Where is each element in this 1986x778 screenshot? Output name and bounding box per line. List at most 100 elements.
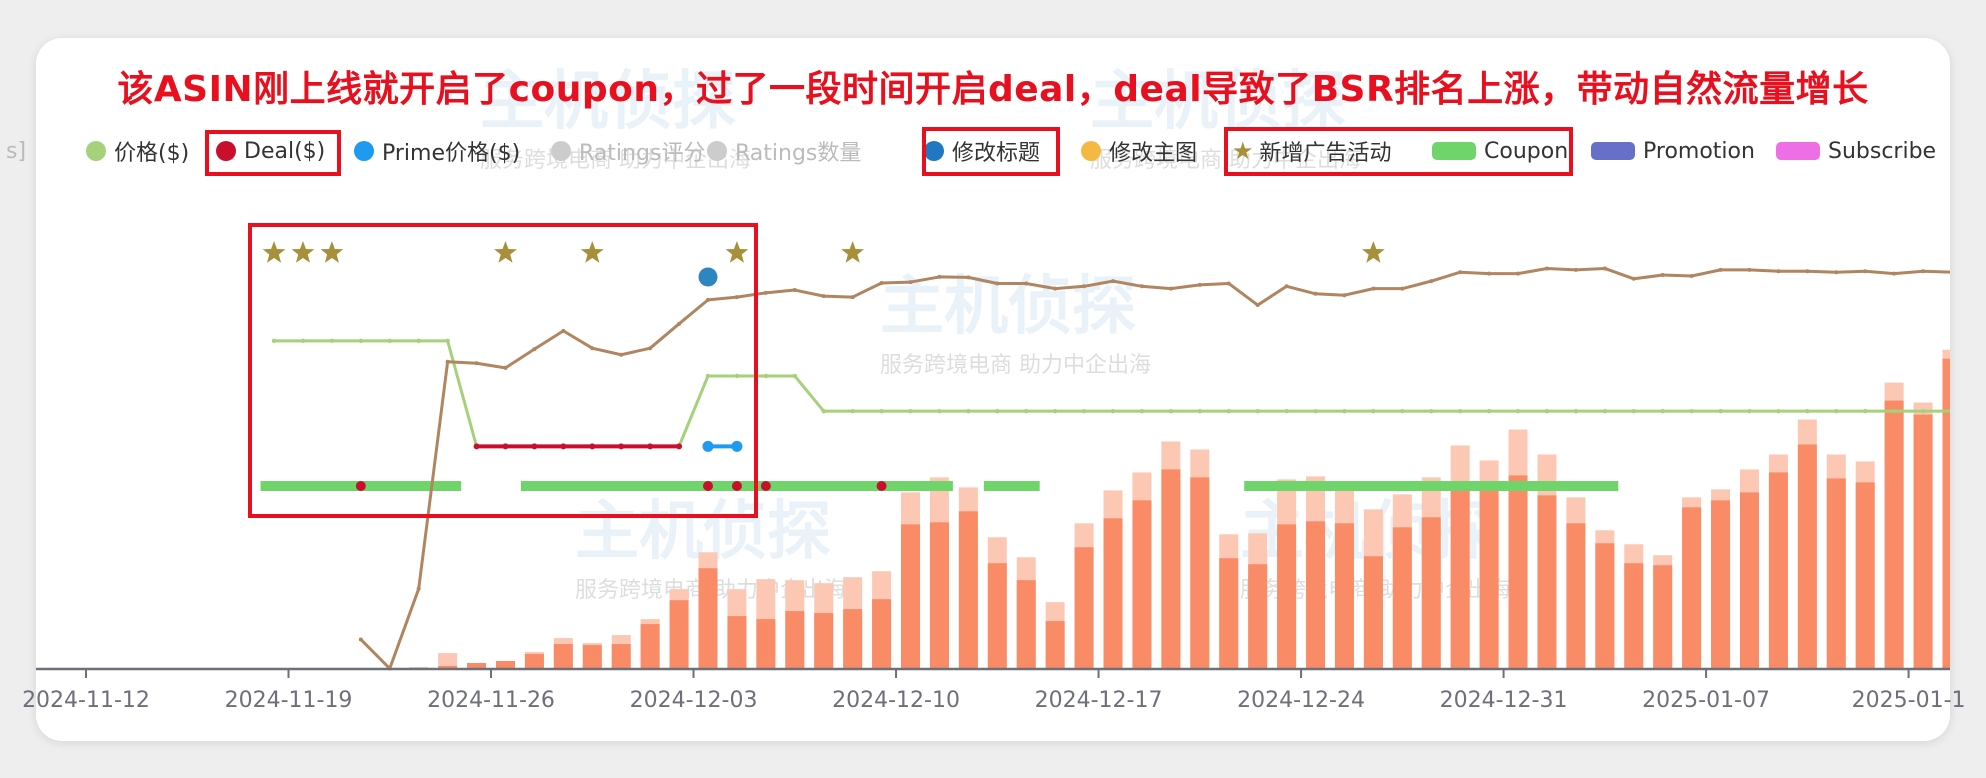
- bar-base: [1248, 564, 1268, 669]
- price-point: [1544, 408, 1550, 414]
- legend-item-8[interactable]: ★ 新增广告活动: [1232, 134, 1392, 168]
- legend-item-7[interactable]: 修改主图: [1081, 134, 1197, 168]
- legend-item-4[interactable]: Ratings评分: [551, 134, 705, 168]
- price-point: [821, 408, 826, 414]
- legend-dot-icon: [1081, 141, 1101, 161]
- bsr-point: [966, 275, 971, 280]
- bsr-point: [416, 586, 421, 591]
- x-tick-label: 2024-11-19: [225, 688, 353, 713]
- legend-item-10[interactable]: Promotion: [1591, 134, 1755, 168]
- bar-base: [1306, 521, 1326, 669]
- bsr-point: [1689, 273, 1694, 278]
- bar-base: [1537, 495, 1557, 669]
- bsr-point: [503, 365, 508, 370]
- ad-campaign-star-icon: [494, 241, 517, 263]
- bar-base: [1363, 556, 1383, 669]
- price-point: [1515, 408, 1521, 414]
- bsr-point: [561, 328, 566, 333]
- bar-base: [438, 666, 458, 669]
- price-point: [879, 408, 884, 414]
- price-point: [1197, 408, 1203, 414]
- x-tick-label: 2024-11-26: [427, 688, 555, 713]
- bsr-point: [1718, 267, 1723, 272]
- bsr-point: [1544, 266, 1549, 271]
- bar-base: [901, 524, 921, 669]
- bar-base: [1392, 527, 1412, 669]
- bar-base: [1334, 523, 1354, 669]
- bsr-point: [590, 346, 595, 351]
- bsr-point: [1168, 286, 1173, 291]
- legend-item-6[interactable]: 修改标题: [924, 134, 1040, 168]
- deal-point: [473, 443, 480, 450]
- price-point: [1457, 408, 1463, 414]
- x-tick-label: 2025-01-07: [1642, 688, 1770, 713]
- price-point: [1429, 408, 1434, 414]
- bar-base: [1074, 547, 1094, 669]
- bar-base: [1277, 524, 1297, 669]
- bar-base: [1219, 558, 1239, 669]
- legend-item-5[interactable]: Ratings数量: [707, 134, 861, 168]
- price-point: [705, 373, 711, 379]
- price-point: [1891, 408, 1897, 414]
- legend-label: Coupon: [1484, 138, 1569, 164]
- bar-base: [1566, 523, 1586, 669]
- bar-base: [1161, 469, 1181, 669]
- price-point: [734, 373, 740, 379]
- legend-item-1[interactable]: 价格($): [86, 134, 189, 168]
- bar-base: [1624, 563, 1644, 669]
- legend-item-0[interactable]: s]: [6, 134, 26, 168]
- legend-label: Subscribe: [1828, 138, 1937, 164]
- bsr-point: [1921, 269, 1926, 274]
- price-point: [792, 373, 797, 379]
- legend-swatch-icon: [1432, 142, 1476, 160]
- legend-label: Prime价格($): [382, 141, 521, 166]
- bsr-point: [1284, 284, 1289, 289]
- price-point: [1747, 408, 1752, 414]
- bar-base: [1450, 489, 1470, 669]
- bar-base: [611, 644, 631, 669]
- price-point: [1226, 408, 1231, 414]
- legend-swatch-icon: [1776, 142, 1820, 160]
- bar-base: [1942, 358, 1950, 669]
- bsr-point: [445, 359, 450, 364]
- price-point: [1602, 408, 1608, 414]
- price-point: [1342, 408, 1347, 414]
- bsr-point: [821, 294, 826, 299]
- ad-campaign-star-icon: [580, 241, 604, 263]
- legend-swatch-icon: [1591, 142, 1635, 160]
- bar-base: [1508, 475, 1528, 669]
- bsr-point: [677, 321, 682, 326]
- chart-legend: s] 价格($) Deal($) Prime价格($) Ratings评分 Ratings…: [0, 134, 1986, 168]
- price-point: [1024, 408, 1029, 414]
- bar-base: [872, 599, 892, 669]
- x-axis: 2024-11-12 2024-11-19 2024-11-26 2024-12-03…: [22, 667, 1966, 713]
- legend-label: 新增广告活动: [1259, 141, 1392, 166]
- x-tick-label: 2024-12-24: [1237, 688, 1365, 713]
- bar-base: [1855, 482, 1875, 669]
- bar-base: [1595, 543, 1615, 669]
- legend-label: 价格($): [114, 141, 190, 166]
- bsr-point: [879, 281, 884, 286]
- bar-base: [814, 613, 834, 669]
- ad-campaign-star-icon: [291, 241, 315, 263]
- price-point: [1400, 408, 1405, 414]
- bsr-point: [648, 346, 653, 351]
- legend-item-11[interactable]: Subscribe: [1776, 134, 1936, 168]
- bsr-point: [705, 297, 710, 302]
- price-point: [1862, 408, 1868, 414]
- price-point: [1284, 408, 1289, 414]
- coupon-band: [983, 481, 1040, 491]
- price-point: [358, 338, 364, 344]
- legend-item-9[interactable]: Coupon: [1432, 134, 1568, 168]
- bsr-point: [1516, 271, 1521, 276]
- price-point: [1371, 408, 1376, 414]
- price-point: [937, 408, 942, 414]
- legend-item-2[interactable]: Deal($): [216, 134, 325, 168]
- bsr-point: [532, 347, 537, 352]
- deal-marker: [731, 481, 742, 491]
- deal-point: [618, 443, 625, 450]
- legend-item-3[interactable]: Prime价格($): [354, 134, 520, 168]
- bsr-point: [1660, 273, 1665, 278]
- bsr-point: [1313, 291, 1318, 296]
- bsr-point: [474, 361, 479, 366]
